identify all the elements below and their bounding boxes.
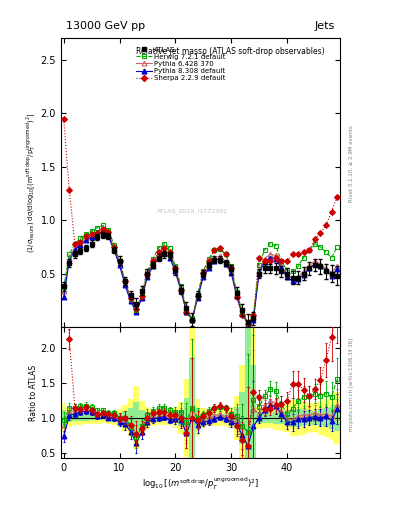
- Text: ATLAS_2019_I1772392: ATLAS_2019_I1772392: [156, 209, 228, 215]
- Text: Rivet 3.1.10, ≥ 2.9M events: Rivet 3.1.10, ≥ 2.9M events: [349, 125, 354, 202]
- Text: mcplots.cern.ch [arXiv:1306.34 36]: mcplots.cern.ch [arXiv:1306.34 36]: [349, 337, 354, 431]
- Text: Jets: Jets: [314, 21, 334, 31]
- Text: 13000 GeV pp: 13000 GeV pp: [66, 21, 146, 31]
- Legend: ATLAS, Herwig 7.2.1 default, Pythia 6.428 370, Pythia 8.308 default, Sherpa 2.2.: ATLAS, Herwig 7.2.1 default, Pythia 6.42…: [134, 45, 228, 83]
- Text: Relative jet massρ (ATLAS soft-drop observables): Relative jet massρ (ATLAS soft-drop obse…: [136, 47, 325, 56]
- X-axis label: $\log_{10}[(m^{\rm soft\,drop}/p_T^{\rm ungroomed})^2]$: $\log_{10}[(m^{\rm soft\,drop}/p_T^{\rm …: [142, 476, 259, 492]
- Y-axis label: Ratio to ATLAS: Ratio to ATLAS: [29, 365, 38, 421]
- Y-axis label: $(1/\sigma_{\rm resum})\ \rm d\sigma/d\,log_{10}[(m^{\rm soft\,drop}/p_T^{\rm un: $(1/\sigma_{\rm resum})\ \rm d\sigma/d\,…: [24, 113, 38, 253]
